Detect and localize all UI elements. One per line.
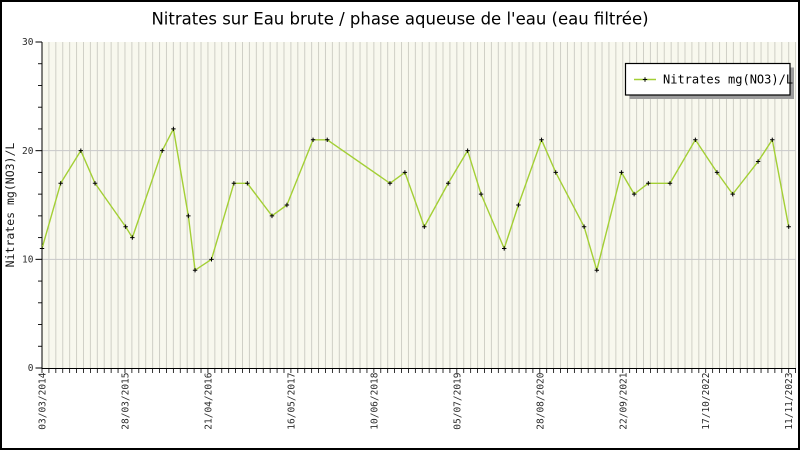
legend-label: Nitrates mg(NO3)/L <box>663 73 793 87</box>
data-point-marker <box>667 181 673 186</box>
legend: Nitrates mg(NO3)/L <box>624 62 794 99</box>
data-point-marker <box>478 191 484 197</box>
data-point-marker <box>402 170 408 175</box>
data-point-marker <box>502 246 507 251</box>
data-point-marker <box>553 170 558 175</box>
data-point-marker <box>192 268 198 273</box>
x-tick-label: 21/04/2016 <box>203 372 214 429</box>
legend-plus-marker-icon <box>642 77 648 82</box>
data-point-marker <box>284 202 290 208</box>
data-point-marker <box>730 191 735 197</box>
x-tick-label: 17/10/2022 <box>701 373 712 430</box>
data-point-marker <box>209 257 214 262</box>
data-point-marker <box>160 148 165 153</box>
x-tick-label: 28/08/2020 <box>535 372 546 429</box>
y-tick-label: 0 <box>28 363 34 374</box>
data-point-marker <box>58 181 63 186</box>
data-point-marker <box>245 181 250 186</box>
x-tick-label: 10/06/2018 <box>369 372 380 429</box>
data-point-marker <box>755 159 761 164</box>
data-point-marker <box>465 148 470 153</box>
y-tick-label: 30 <box>22 37 34 48</box>
data-point-marker <box>581 224 587 229</box>
data-point-marker <box>770 137 775 142</box>
data-point-marker <box>310 137 316 142</box>
y-axis-label: Nitrates mg(NO3)/L <box>3 143 17 268</box>
data-point-marker <box>186 213 191 219</box>
x-tick-label: 05/07/2019 <box>452 372 463 429</box>
chart-title: Nitrates sur Eau brute / phase aqueuse d… <box>151 10 648 29</box>
data-point-marker <box>387 181 393 186</box>
data-point-marker <box>714 170 720 175</box>
x-tick-label: 11/11/2023 <box>784 373 795 430</box>
data-point-marker <box>130 235 135 240</box>
data-point-marker <box>39 246 45 251</box>
data-point-marker <box>631 191 637 197</box>
data-point-marker <box>92 181 98 186</box>
y-tick-label: 10 <box>22 255 34 266</box>
data-point-marker <box>516 202 521 208</box>
data-point-marker <box>786 224 791 229</box>
data-point-marker <box>539 137 544 142</box>
data-point-marker <box>693 137 698 142</box>
data-point-marker <box>594 268 599 273</box>
data-point-marker <box>123 224 128 229</box>
x-tick-label: 22/09/2021 <box>618 372 629 429</box>
data-point-marker <box>422 224 427 229</box>
x-tick-label: 16/05/2017 <box>286 373 297 430</box>
data-point-marker <box>619 170 624 175</box>
data-point-marker <box>269 213 275 219</box>
data-point-marker <box>231 181 237 186</box>
x-tick-label: 03/03/2014 <box>38 372 49 429</box>
x-tick-label: 28/03/2015 <box>120 373 131 430</box>
data-point-marker <box>78 148 84 153</box>
y-tick-label: 20 <box>22 146 34 157</box>
data-point-marker <box>325 137 330 142</box>
data-point-marker <box>171 126 176 132</box>
data-point-marker <box>646 181 651 186</box>
data-point-marker <box>446 181 451 186</box>
